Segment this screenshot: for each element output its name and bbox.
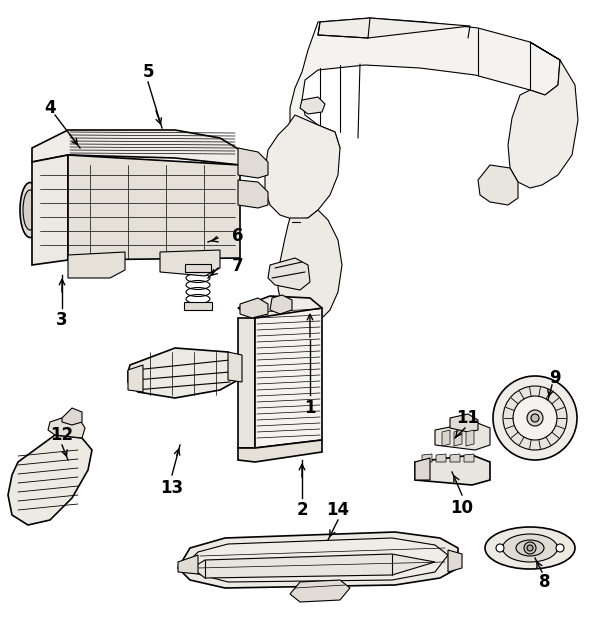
Polygon shape (185, 264, 211, 272)
Polygon shape (255, 308, 322, 448)
Polygon shape (290, 580, 350, 602)
Polygon shape (160, 250, 220, 276)
Polygon shape (448, 550, 462, 572)
Polygon shape (466, 430, 474, 446)
Text: 5: 5 (142, 63, 154, 81)
Ellipse shape (23, 190, 37, 230)
Text: 6: 6 (232, 227, 244, 245)
Polygon shape (238, 296, 322, 320)
Circle shape (490, 175, 510, 195)
Ellipse shape (503, 534, 558, 562)
Polygon shape (268, 258, 310, 290)
Polygon shape (238, 180, 268, 208)
Polygon shape (128, 365, 143, 392)
Polygon shape (68, 252, 125, 278)
Circle shape (283, 265, 293, 275)
Polygon shape (192, 554, 435, 578)
Polygon shape (238, 148, 268, 178)
Polygon shape (265, 115, 340, 220)
Polygon shape (32, 155, 68, 265)
Text: 13: 13 (160, 479, 184, 497)
Polygon shape (128, 348, 238, 398)
Text: 9: 9 (549, 369, 561, 387)
Polygon shape (238, 318, 255, 448)
Ellipse shape (485, 527, 575, 569)
Polygon shape (436, 454, 446, 462)
Polygon shape (415, 458, 430, 480)
Text: 1: 1 (304, 399, 316, 417)
Circle shape (503, 386, 567, 450)
Ellipse shape (20, 183, 40, 238)
Polygon shape (450, 454, 460, 462)
Polygon shape (184, 302, 212, 310)
Text: 4: 4 (44, 99, 56, 117)
Polygon shape (454, 430, 462, 446)
Text: 11: 11 (456, 409, 479, 427)
Text: 3: 3 (56, 311, 68, 329)
Polygon shape (32, 130, 240, 165)
Circle shape (556, 544, 564, 552)
Polygon shape (270, 295, 292, 314)
Polygon shape (188, 538, 448, 582)
Text: 12: 12 (51, 426, 74, 444)
Polygon shape (415, 455, 490, 485)
Text: 8: 8 (539, 573, 551, 591)
Polygon shape (68, 155, 240, 260)
Polygon shape (178, 532, 458, 588)
Polygon shape (450, 414, 478, 432)
Circle shape (527, 410, 543, 426)
Polygon shape (422, 454, 432, 462)
Polygon shape (238, 440, 322, 462)
Text: 7: 7 (232, 257, 244, 275)
Polygon shape (278, 210, 342, 325)
Circle shape (527, 545, 533, 551)
Circle shape (531, 414, 539, 422)
Polygon shape (318, 18, 470, 38)
Polygon shape (228, 352, 242, 382)
Polygon shape (508, 42, 578, 188)
Circle shape (493, 376, 577, 460)
Polygon shape (8, 435, 92, 525)
Circle shape (495, 180, 505, 190)
Text: 2: 2 (296, 501, 308, 519)
Polygon shape (300, 97, 325, 114)
Polygon shape (290, 18, 560, 158)
Polygon shape (478, 165, 518, 205)
Circle shape (513, 396, 557, 440)
Polygon shape (62, 408, 82, 425)
Text: 10: 10 (451, 499, 473, 517)
Circle shape (524, 542, 536, 554)
Polygon shape (464, 454, 474, 462)
Circle shape (308, 103, 316, 111)
Text: 14: 14 (326, 501, 350, 519)
Circle shape (496, 544, 504, 552)
Ellipse shape (516, 540, 544, 556)
Polygon shape (48, 418, 85, 438)
Polygon shape (442, 430, 450, 446)
Polygon shape (435, 422, 490, 450)
Polygon shape (178, 555, 198, 574)
Polygon shape (240, 298, 268, 318)
